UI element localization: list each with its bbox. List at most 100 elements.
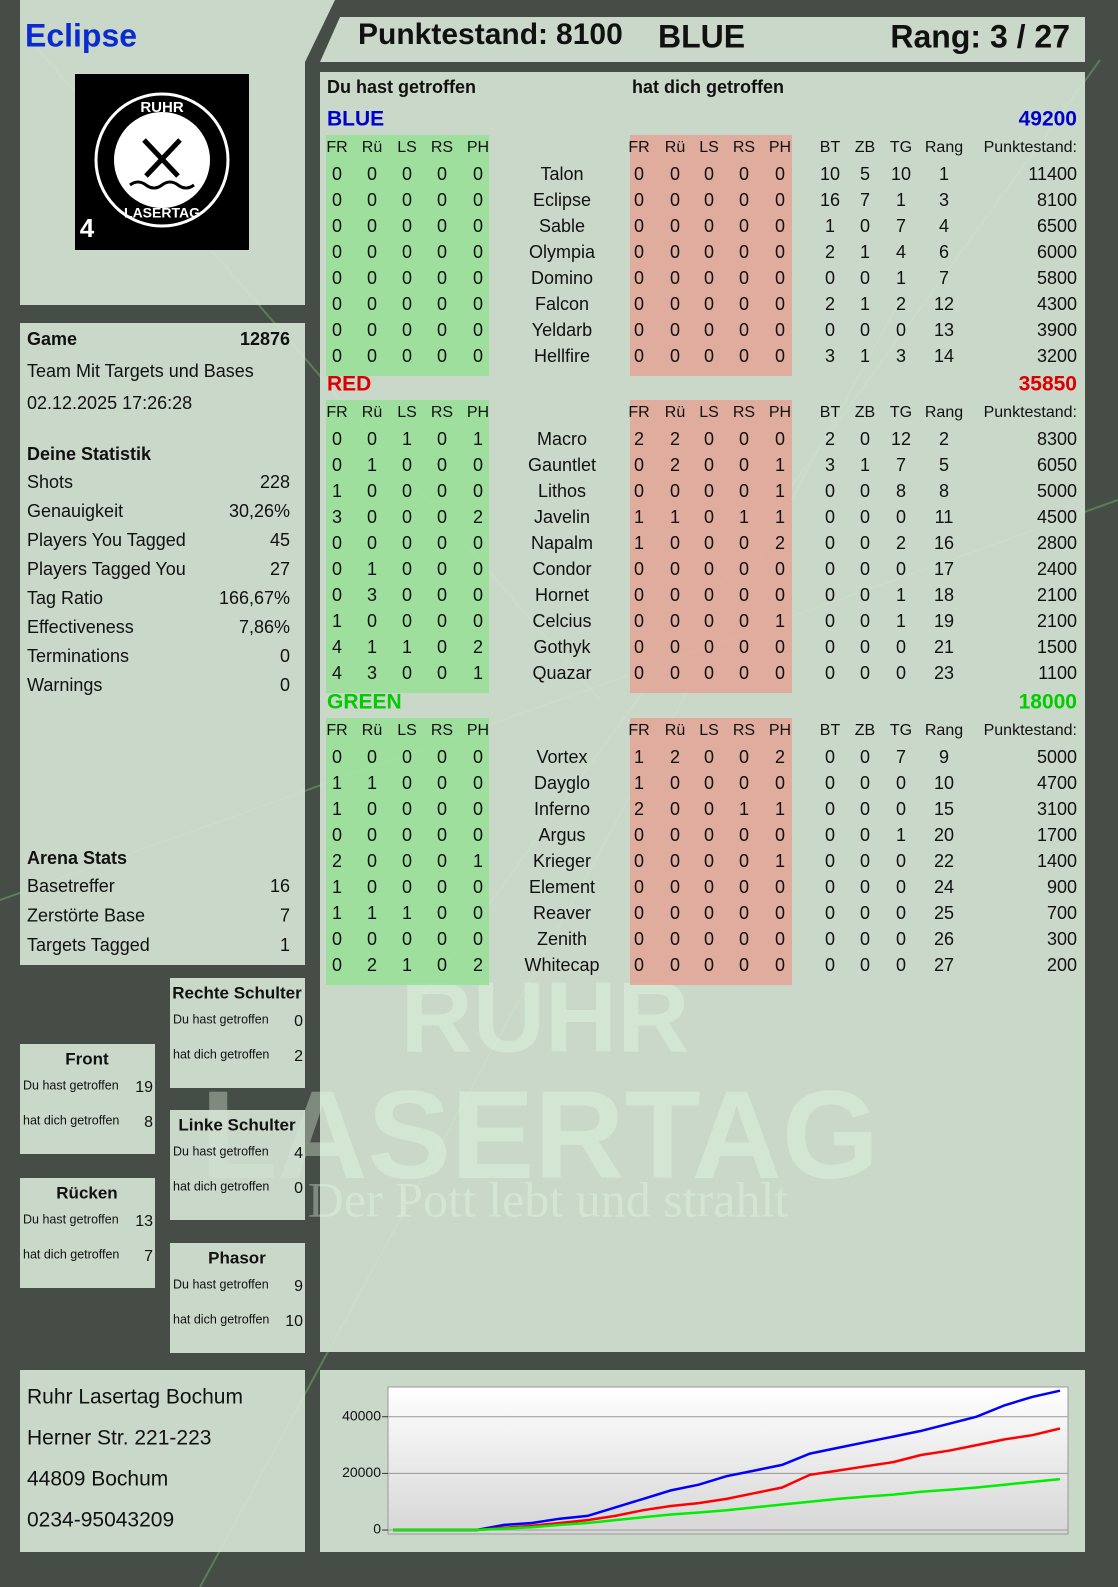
cell: 2 [775,533,785,553]
cell: 0 [437,533,447,553]
y-tick-label: 40000 [342,1407,381,1423]
cell: 16 [934,533,954,553]
cell: 0 [367,825,377,845]
cell: 7 [896,216,906,236]
cell: 0 [704,955,714,975]
cell: 0 [367,877,377,897]
cell: 3900 [1037,320,1077,340]
cell: 0 [670,346,680,366]
cell: 0 [775,773,785,793]
cell: 22 [934,851,954,871]
cell: 7 [860,190,870,210]
cell: 4500 [1037,507,1077,527]
stat-label: Warnings [27,675,102,695]
cell: 2 [775,747,785,767]
cell: 0 [825,851,835,871]
player-name: Zenith [537,929,587,949]
cell: 0 [437,747,447,767]
cell: 0 [332,533,342,553]
cell: 0 [670,216,680,236]
cell: 0 [670,663,680,683]
cell: 0 [437,611,447,631]
cell: 0 [825,320,835,340]
cell: 0 [860,773,870,793]
cell: 2 [473,955,483,975]
cell: 0 [860,559,870,579]
received-bg [630,718,792,985]
cell: 0 [402,190,412,210]
cell: 0 [437,903,447,923]
column-header: FR [326,404,347,421]
cell: 0 [670,320,680,340]
column-header: BT [820,722,841,739]
column-header: Rü [665,139,685,156]
cell: 23 [934,663,954,683]
cell: 24 [934,877,954,897]
cell: 3 [825,346,835,366]
zone-title: Phasor [208,1248,266,1267]
column-header: LS [699,404,719,421]
cell: 0 [739,585,749,605]
cell: 0 [704,533,714,553]
player-name: Macro [537,429,587,449]
cell: 0 [332,268,342,288]
cell: 0 [367,216,377,236]
cell: 0 [437,663,447,683]
cell: 0 [670,190,680,210]
team-score: 18000 [1019,691,1077,714]
cell: 4 [332,663,342,683]
cell: 5800 [1037,268,1077,288]
cell: 0 [739,903,749,923]
cell: 0 [634,825,644,845]
cell: 1 [896,268,906,288]
cell: 0 [473,268,483,288]
cell: 0 [473,242,483,262]
player-name: Napalm [531,533,593,553]
zone-label: Du hast getroffen [173,1277,269,1291]
cell: 0 [896,851,906,871]
cell: 1 [896,611,906,631]
stat-label: Players You Tagged [27,530,186,550]
cell: 0 [332,216,342,236]
cell: 1 [473,851,483,871]
player-name: Talon [540,164,583,184]
player-name: Sable [539,216,585,236]
column-header: FR [628,722,649,739]
cell: 0 [402,929,412,949]
cell: 0 [367,268,377,288]
cell: 0 [704,294,714,314]
zone-value: 4 [294,1145,303,1162]
player-name: Eclipse [25,17,137,53]
cell: 0 [634,637,644,657]
cell: 0 [634,929,644,949]
game-date: 02.12.2025 17:26:28 [27,393,192,413]
score-label: Punktestand: [358,18,548,51]
cell: 0 [634,242,644,262]
cell: 0 [670,851,680,871]
team-name: BLUE [327,108,384,131]
cell: 0 [825,903,835,923]
column-header: ZB [855,722,875,739]
cell: 0 [473,455,483,475]
cell: 0 [437,320,447,340]
cell: 2100 [1037,585,1077,605]
cell: 1 [825,216,835,236]
column-header: TG [890,404,912,421]
cell: 0 [634,877,644,897]
cell: 10 [891,164,911,184]
cell: 0 [860,533,870,553]
cell: 0 [402,507,412,527]
cell: 0 [775,663,785,683]
cell: 0 [775,877,785,897]
zone-value: 0 [294,1013,303,1030]
arena-label: Zerstörte Base [27,905,145,925]
cell: 1 [670,507,680,527]
cell: 0 [739,320,749,340]
cell: 4 [896,242,906,262]
cell: 14 [934,346,954,366]
cell: 0 [437,851,447,871]
cell: 3 [367,585,377,605]
cell: 1 [332,799,342,819]
address-line: 0234-95043209 [27,1509,174,1532]
cell: 0 [367,190,377,210]
